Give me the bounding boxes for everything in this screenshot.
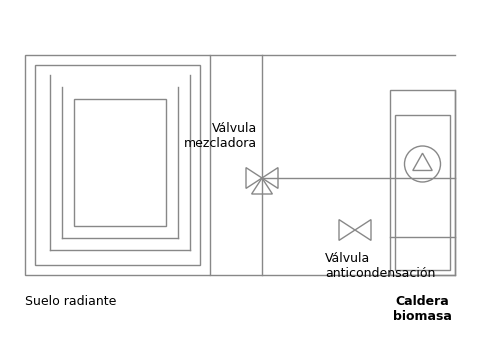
Bar [74, 99, 166, 226]
Bar [25, 55, 210, 275]
Bar [395, 115, 450, 270]
Text: Suelo radiante: Suelo radiante [25, 295, 116, 308]
Bar [390, 90, 455, 275]
Text: Válvula
mezcladora: Válvula mezcladora [184, 122, 257, 150]
Bar [35, 65, 200, 265]
Text: Válvula
anticondensación: Válvula anticondensación [325, 252, 436, 280]
Text: Caldera
biomasa: Caldera biomasa [393, 295, 452, 323]
